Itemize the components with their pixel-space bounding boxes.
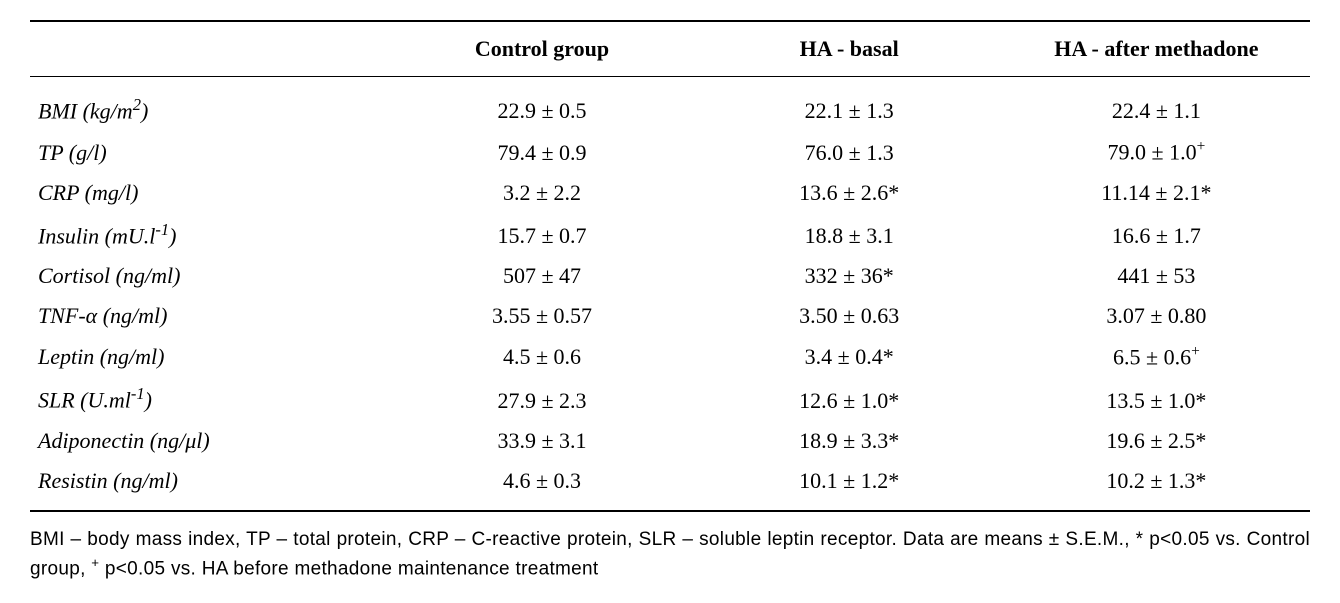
cell-control: 3.2 ± 2.2 xyxy=(388,173,695,213)
cell-basal: 22.1 ± 1.3 xyxy=(696,77,1003,132)
cell-basal: 10.1 ± 1.2* xyxy=(696,461,1003,511)
cell-after: 22.4 ± 1.1 xyxy=(1003,77,1310,132)
table-row: Insulin (mU.l-1)15.7 ± 0.718.8 ± 3.116.6… xyxy=(30,213,1310,256)
cell-after: 11.14 ± 2.1* xyxy=(1003,173,1310,213)
cell-control: 15.7 ± 0.7 xyxy=(388,213,695,256)
cell-after: 19.6 ± 2.5* xyxy=(1003,421,1310,461)
cell-control: 4.6 ± 0.3 xyxy=(388,461,695,511)
row-label: CRP (mg/l) xyxy=(30,173,388,213)
cell-control: 33.9 ± 3.1 xyxy=(388,421,695,461)
table-row: SLR (U.ml-1)27.9 ± 2.312.6 ± 1.0*13.5 ± … xyxy=(30,377,1310,420)
cell-basal: 18.8 ± 3.1 xyxy=(696,213,1003,256)
row-label: Adiponectin (ng/μl) xyxy=(30,421,388,461)
footnote-text: BMI – body mass index, TP – total protei… xyxy=(30,526,1310,583)
cell-control: 27.9 ± 2.3 xyxy=(388,377,695,420)
table-row: TP (g/l)79.4 ± 0.976.0 ± 1.379.0 ± 1.0+ xyxy=(30,131,1310,172)
cell-after: 13.5 ± 1.0* xyxy=(1003,377,1310,420)
col-header-after: HA - after methadone xyxy=(1003,21,1310,77)
row-label: Cortisol (ng/ml) xyxy=(30,256,388,296)
cell-basal: 13.6 ± 2.6* xyxy=(696,173,1003,213)
cell-control: 79.4 ± 0.9 xyxy=(388,131,695,172)
cell-basal: 18.9 ± 3.3* xyxy=(696,421,1003,461)
cell-after: 441 ± 53 xyxy=(1003,256,1310,296)
row-label: SLR (U.ml-1) xyxy=(30,377,388,420)
table-row: Adiponectin (ng/μl)33.9 ± 3.118.9 ± 3.3*… xyxy=(30,421,1310,461)
cell-after: 10.2 ± 1.3* xyxy=(1003,461,1310,511)
row-label: TP (g/l) xyxy=(30,131,388,172)
cell-control: 22.9 ± 0.5 xyxy=(388,77,695,132)
col-header-basal: HA - basal xyxy=(696,21,1003,77)
col-header-control: Control group xyxy=(388,21,695,77)
row-label: Leptin (ng/ml) xyxy=(30,336,388,377)
cell-basal: 76.0 ± 1.3 xyxy=(696,131,1003,172)
table-row: Resistin (ng/ml)4.6 ± 0.310.1 ± 1.2*10.2… xyxy=(30,461,1310,511)
table-row: Leptin (ng/ml)4.5 ± 0.63.4 ± 0.4*6.5 ± 0… xyxy=(30,336,1310,377)
cell-basal: 3.50 ± 0.63 xyxy=(696,296,1003,336)
data-table: Control group HA - basal HA - after meth… xyxy=(30,20,1310,512)
row-label: TNF-α (ng/ml) xyxy=(30,296,388,336)
table-row: Cortisol (ng/ml)507 ± 47332 ± 36*441 ± 5… xyxy=(30,256,1310,296)
row-label: Resistin (ng/ml) xyxy=(30,461,388,511)
header-row: Control group HA - basal HA - after meth… xyxy=(30,21,1310,77)
table-row: BMI (kg/m2)22.9 ± 0.522.1 ± 1.322.4 ± 1.… xyxy=(30,77,1310,132)
col-header-empty xyxy=(30,21,388,77)
cell-basal: 332 ± 36* xyxy=(696,256,1003,296)
cell-basal: 12.6 ± 1.0* xyxy=(696,377,1003,420)
cell-after: 79.0 ± 1.0+ xyxy=(1003,131,1310,172)
cell-control: 3.55 ± 0.57 xyxy=(388,296,695,336)
cell-after: 16.6 ± 1.7 xyxy=(1003,213,1310,256)
cell-after: 6.5 ± 0.6+ xyxy=(1003,336,1310,377)
table-body: BMI (kg/m2)22.9 ± 0.522.1 ± 1.322.4 ± 1.… xyxy=(30,77,1310,511)
row-label: BMI (kg/m2) xyxy=(30,77,388,132)
table-row: TNF-α (ng/ml)3.55 ± 0.573.50 ± 0.633.07 … xyxy=(30,296,1310,336)
cell-control: 4.5 ± 0.6 xyxy=(388,336,695,377)
table-row: CRP (mg/l)3.2 ± 2.213.6 ± 2.6*11.14 ± 2.… xyxy=(30,173,1310,213)
row-label: Insulin (mU.l-1) xyxy=(30,213,388,256)
cell-basal: 3.4 ± 0.4* xyxy=(696,336,1003,377)
cell-after: 3.07 ± 0.80 xyxy=(1003,296,1310,336)
cell-control: 507 ± 47 xyxy=(388,256,695,296)
